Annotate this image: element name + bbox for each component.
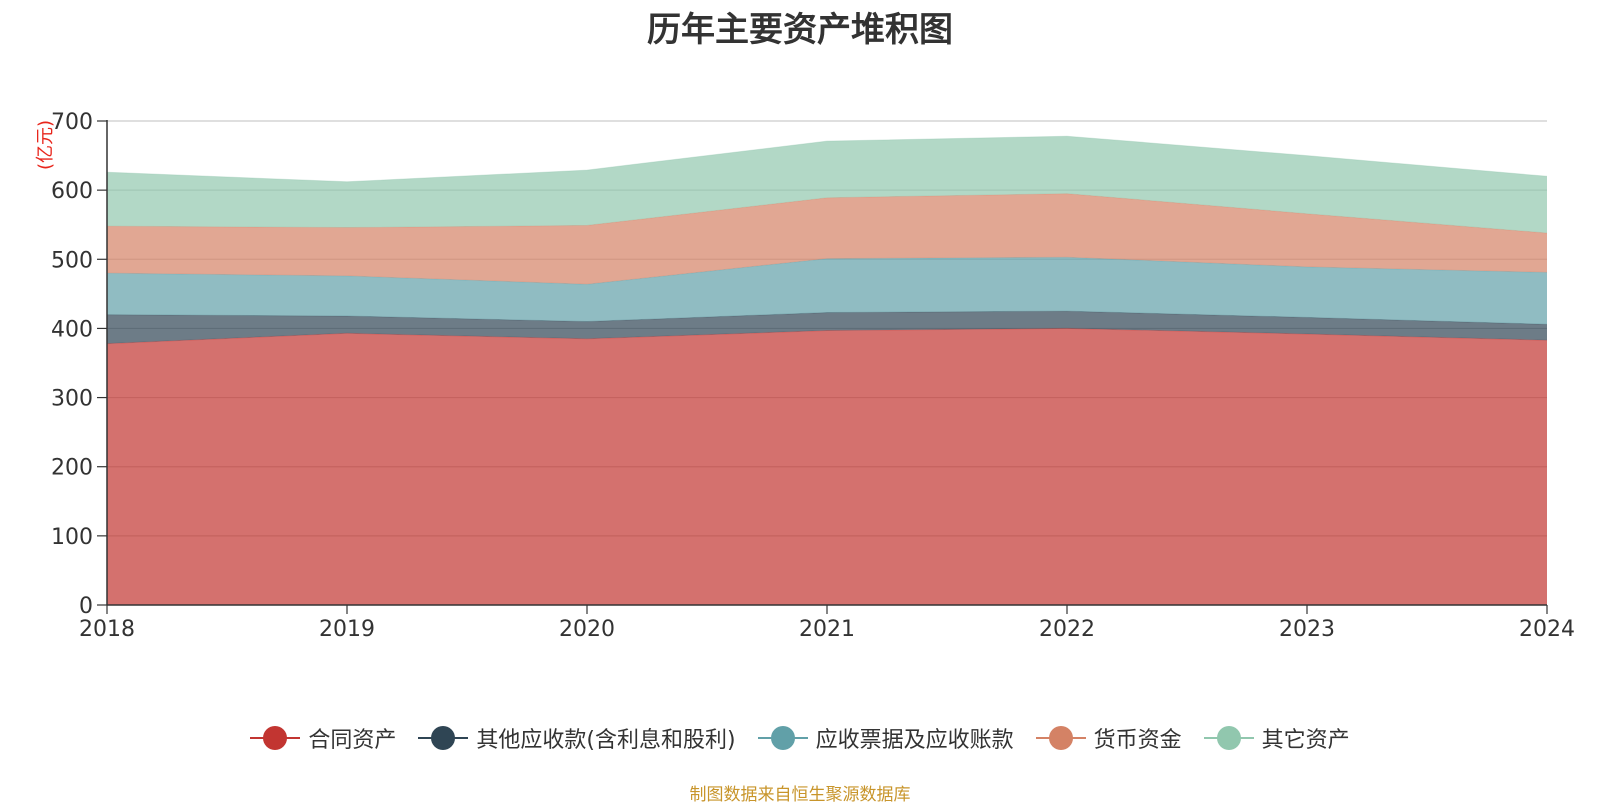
y-axis-unit-label: (亿元) (35, 120, 56, 170)
x-tick-label: 2023 (1279, 617, 1335, 642)
legend-item-1[interactable]: 合同资产 (250, 722, 396, 754)
area-series-3 (107, 257, 1547, 325)
legend-label: 应收票据及应收账款 (815, 728, 1014, 753)
legend-marker-dot (1048, 726, 1073, 750)
legend-marker (418, 724, 469, 752)
legend-marker-dot (431, 726, 456, 750)
source-note: 制图数据来自恒生聚源数据库 (689, 785, 911, 805)
y-tick-label: 300 (51, 387, 93, 412)
chart-title: 历年主要资产堆积图 (647, 10, 953, 50)
y-tick-label: 0 (79, 594, 93, 619)
legend-marker (1203, 724, 1254, 752)
y-tick-label: 700 (51, 110, 93, 135)
y-tick-label: 400 (51, 317, 93, 342)
series-line-5 (106, 135, 1548, 183)
legend-marker-dot (770, 726, 795, 750)
legend-marker (1035, 724, 1086, 752)
y-tick-label: 600 (51, 179, 93, 204)
area-series-2 (107, 311, 1547, 344)
y-tick-label: 200 (51, 456, 93, 481)
x-tick-label: 2020 (559, 617, 615, 642)
legend-item-4[interactable]: 货币资金 (1035, 722, 1182, 754)
x-tick-label: 2021 (799, 617, 855, 642)
area-series-layer (106, 135, 1548, 605)
x-tick-label: 2018 (79, 617, 135, 642)
legend-item-3[interactable]: 应收票据及应收账款 (757, 722, 1014, 754)
x-tick-label: 2019 (319, 617, 375, 642)
area-series-4 (107, 193, 1547, 285)
legend-marker (757, 724, 808, 752)
legend-label: 合同资产 (308, 728, 397, 753)
y-tick-label: 100 (51, 525, 93, 550)
legend-label: 其他应收款(含利息和股利) (476, 728, 736, 753)
legend-marker (250, 724, 301, 752)
legend-item-5[interactable]: 其它资产 (1203, 722, 1350, 754)
x-tick-label: 2024 (1519, 617, 1575, 642)
legend-label: 货币资金 (1093, 728, 1182, 753)
legend: 合同资产 其他应收款(含利息和股利) 应收票据及应收账款 货币资金 其它资产 (0, 722, 1600, 754)
legend-marker-dot (1216, 726, 1241, 750)
area-series-1 (107, 328, 1547, 605)
area-series-5 (107, 136, 1547, 233)
legend-item-2[interactable]: 其他应收款(含利息和股利) (418, 722, 736, 754)
legend-marker-dot (263, 726, 288, 750)
x-tick-label: 2022 (1039, 617, 1095, 642)
legend-label: 其它资产 (1261, 728, 1350, 753)
axes: 0 100 200 300 400 500 600 700 2018 2019 2020 2021 20… (51, 110, 1575, 642)
y-tick-label: 500 (51, 248, 93, 273)
